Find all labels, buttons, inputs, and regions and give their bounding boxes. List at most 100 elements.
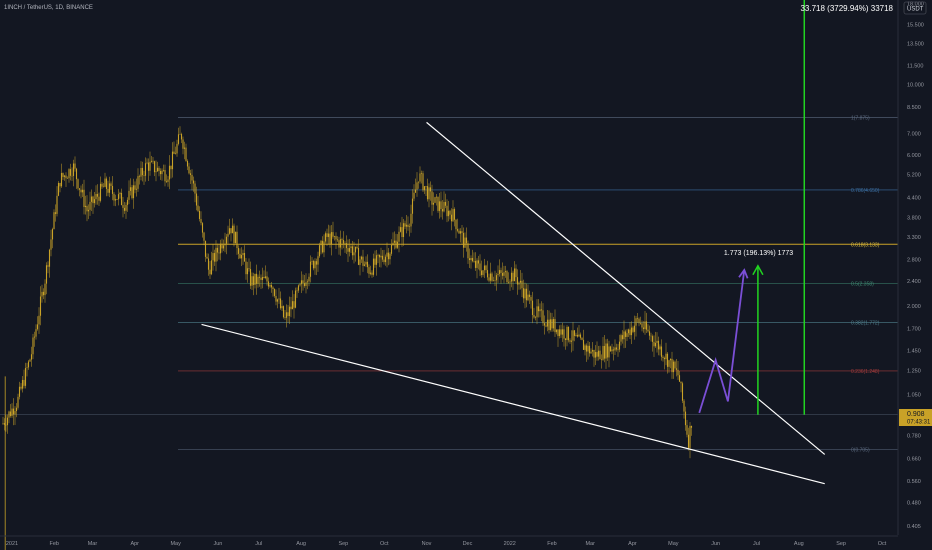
price-axis[interactable]: 18.000 15.500 13.500 11.500 10.000 8.500 7.000… (897, 0, 932, 535)
candle-body (293, 301, 295, 308)
candle-body (210, 260, 213, 275)
price-tick: 7.000 (907, 132, 921, 138)
candle-body (206, 256, 208, 259)
projection-path[interactable] (698, 269, 746, 414)
candle-body (630, 327, 633, 336)
candle-body (60, 173, 63, 187)
candle-body (671, 358, 673, 373)
candle-body (2, 423, 4, 424)
candle-body (23, 379, 25, 386)
candle-body (150, 160, 153, 162)
candle-body (86, 205, 88, 212)
candle-body (9, 411, 12, 416)
candle-body (575, 334, 577, 336)
candle-body (450, 214, 453, 222)
currency-badge[interactable]: USDT (903, 1, 927, 15)
candle-body (191, 174, 193, 181)
candle-body (290, 306, 292, 310)
candle-body (189, 173, 192, 175)
candle-body (285, 312, 288, 318)
candle-body (465, 237, 468, 244)
candle-body (297, 285, 300, 291)
candle-body (531, 300, 534, 315)
candle-body (530, 296, 532, 301)
candle-body (435, 196, 438, 198)
candle-body (603, 345, 606, 359)
candle-body (14, 411, 16, 415)
candle-body (494, 280, 496, 281)
candle-body (305, 282, 307, 286)
candle-body (645, 321, 648, 330)
candle-body (677, 369, 679, 376)
candle-body (195, 193, 198, 206)
candle-body (428, 187, 430, 200)
candle-body (110, 183, 112, 186)
candle-body (201, 223, 204, 233)
candle-body (585, 345, 588, 352)
candle-body (248, 268, 250, 270)
candle-body (68, 169, 70, 179)
price-tick: 0.480 (907, 500, 921, 506)
price-tick: 11.500 (907, 63, 923, 69)
candle-body (114, 199, 117, 201)
candle-body (366, 261, 369, 268)
candle-body (426, 186, 429, 200)
candle-body (653, 341, 655, 347)
time-tick: Mar (88, 541, 98, 547)
candle-body (173, 151, 175, 154)
candle-body (354, 246, 357, 253)
candle-body (197, 205, 199, 211)
candle-body (111, 185, 114, 194)
candle-body (300, 280, 303, 285)
currency-badge-label: USDT (907, 7, 924, 13)
candle-body (363, 264, 366, 266)
candle-body (684, 411, 687, 426)
time-axis[interactable]: 2021 Feb Mar Apr May Jun Jul Aug Sep Oct Nov Dec 202… (0, 535, 898, 547)
candle-body (336, 239, 339, 241)
candle-body (537, 306, 540, 312)
small-target-label: 1.773 (196.13%) 1773 (724, 250, 793, 257)
candle-body (131, 187, 133, 199)
candle-body (425, 186, 427, 187)
candle-body (246, 268, 249, 275)
candle-body (98, 196, 100, 201)
candle-body (500, 270, 502, 273)
candle-body (39, 296, 42, 316)
candle-body (132, 185, 135, 199)
lower-trendline[interactable] (201, 323, 825, 485)
candle-body (584, 345, 586, 350)
time-tick: Mar (585, 541, 595, 547)
candle-body (303, 283, 306, 286)
candle-body (65, 175, 67, 179)
candle-body (545, 325, 547, 327)
candle-body (287, 312, 289, 317)
candle-body (497, 273, 499, 276)
candle-body (18, 386, 21, 397)
candle-body (594, 352, 597, 358)
candle-body (11, 408, 13, 416)
candle-body (356, 246, 358, 248)
candle-body (126, 199, 129, 205)
candle-body (618, 341, 621, 350)
candle-body (569, 340, 571, 342)
candle-body (276, 299, 279, 302)
candle-body (657, 340, 660, 350)
price-tick: 2.800 (907, 258, 921, 264)
candle-body (636, 318, 639, 319)
candle-body (390, 244, 393, 254)
candle-body (167, 179, 169, 182)
candle-body (533, 314, 535, 318)
time-tick: Aug (794, 541, 804, 547)
candle-body (513, 268, 516, 282)
candle-body (453, 209, 456, 220)
candle-body (357, 247, 360, 265)
candle-body (381, 255, 384, 260)
symbol-title: 1INCH / TetherUS, 1D, BINANCE (4, 5, 93, 11)
candle-body (83, 189, 85, 208)
candle-body (95, 193, 97, 200)
candle-body (224, 243, 226, 246)
candle-body (633, 325, 636, 332)
candle-body (92, 196, 94, 204)
candle-body (663, 357, 666, 360)
